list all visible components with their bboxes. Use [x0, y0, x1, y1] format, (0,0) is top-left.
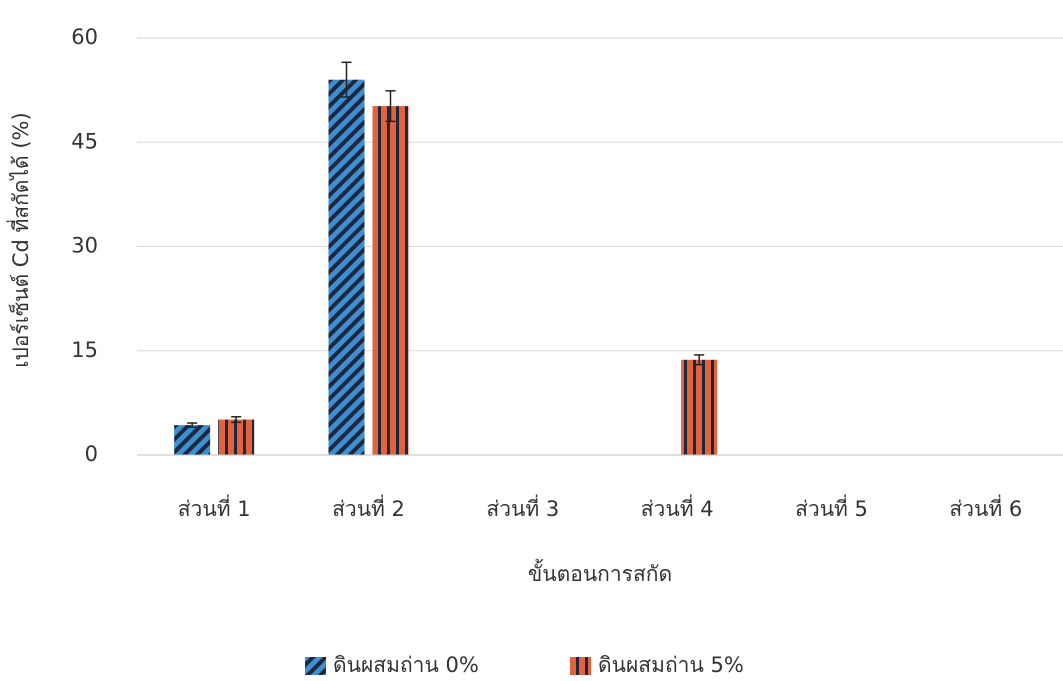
legend-swatch: [570, 657, 591, 675]
error-bar: [694, 354, 705, 366]
error-bar: [385, 90, 396, 123]
legend-swatch: [305, 657, 326, 675]
error-bar: [231, 416, 242, 424]
legend-label: ดินผสมถ่าน 5%: [598, 653, 744, 677]
x-axis-title: ขั้นตอนการสกัด: [528, 559, 672, 586]
bar: [174, 425, 211, 455]
bar: [328, 79, 365, 455]
y-tick-label: 15: [71, 338, 98, 362]
y-tick-label: 0: [85, 442, 98, 466]
y-tick-label: 30: [71, 234, 98, 258]
x-tick-label: ส่วนที่ 2: [332, 494, 405, 521]
y-tick-label: 60: [71, 25, 98, 49]
x-tick-label: ส่วนที่ 5: [795, 494, 868, 521]
error-bar: [187, 422, 198, 428]
x-tick-label: ส่วนที่ 6: [949, 494, 1022, 521]
bar: [218, 419, 255, 455]
bar: [372, 106, 409, 456]
y-axis-title: เปอร์เซ็นต์ Cd ที่สกัดได้ (%): [6, 112, 33, 367]
bar: [681, 359, 718, 455]
x-tick-label: ส่วนที่ 1: [178, 494, 251, 521]
y-tick-label: 45: [71, 129, 98, 153]
legend-label: ดินผสมถ่าน 0%: [333, 653, 479, 677]
x-tick-label: ส่วนที่ 3: [486, 494, 559, 521]
error-bar: [341, 61, 352, 98]
x-tick-label: ส่วนที่ 4: [641, 494, 714, 521]
